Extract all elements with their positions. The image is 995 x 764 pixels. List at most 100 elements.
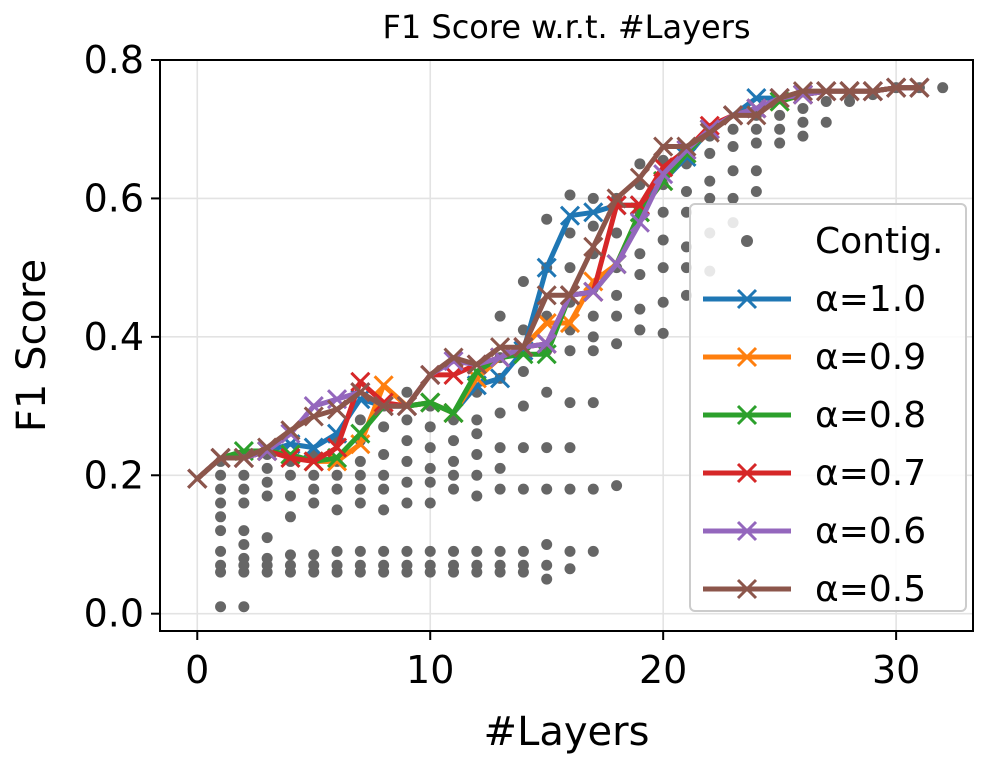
legend-marker	[736, 346, 758, 368]
scatter-point	[378, 545, 390, 557]
scatter-point	[657, 327, 669, 339]
legend-box	[689, 203, 967, 612]
legend-label: Contig.	[815, 221, 943, 262]
series-marker	[816, 81, 837, 102]
scatter-point	[448, 455, 460, 467]
scatter-point	[657, 206, 669, 218]
scatter-point	[448, 559, 460, 571]
series-5	[187, 77, 930, 489]
scatter-point	[541, 386, 553, 398]
series-marker	[886, 77, 907, 98]
series-marker	[792, 81, 814, 102]
scatter-point	[517, 483, 529, 495]
scatter-point	[541, 213, 553, 225]
series-marker	[653, 136, 674, 157]
scatter-point	[331, 545, 343, 557]
scatter-point	[587, 397, 599, 409]
series-marker	[653, 157, 674, 178]
series-marker	[280, 447, 301, 469]
scatter-point	[215, 483, 227, 495]
scatter-point	[494, 545, 506, 557]
series-line	[194, 85, 922, 482]
series-marker	[909, 77, 930, 98]
y-tick-label: 0.2	[84, 453, 144, 497]
scatter-point	[517, 400, 529, 412]
axis-ticks: 0 10 20 30 0.0 0.2 0.4 0.6 0.8	[84, 38, 921, 692]
scatter-point	[424, 462, 436, 474]
scatter-point	[378, 449, 390, 461]
scatter-point	[378, 559, 390, 571]
scatter-point	[354, 545, 366, 557]
scatter-point	[331, 469, 343, 481]
series-marker	[536, 333, 557, 354]
scatter-point	[308, 469, 320, 481]
scatter-point	[215, 601, 227, 613]
scatter-point	[657, 296, 669, 308]
scatter-point	[471, 490, 483, 502]
scatter-point	[587, 345, 599, 357]
series-lines	[187, 77, 930, 489]
scatter-point	[401, 545, 413, 557]
scatter-point	[587, 310, 599, 322]
legend-marker	[736, 578, 758, 600]
scatter-point	[354, 455, 366, 467]
series-marker	[629, 167, 650, 188]
scatter-point	[238, 601, 250, 613]
scatter-point	[611, 338, 623, 350]
x-tick-label: 30	[872, 648, 920, 692]
scatter-point	[797, 130, 809, 142]
legend-marker	[736, 462, 758, 484]
series-marker	[373, 396, 394, 417]
scatter-point	[378, 504, 390, 516]
scatter-point	[424, 476, 436, 488]
scatter-point	[284, 511, 296, 523]
series-marker	[513, 337, 534, 358]
scatter-point	[308, 483, 320, 495]
scatter-point	[517, 545, 529, 557]
scatter-point	[261, 532, 273, 544]
scatter-point	[401, 476, 413, 488]
scatter-point	[471, 545, 483, 557]
scatter-point	[797, 116, 809, 128]
legend-label: α=0.5	[815, 569, 926, 610]
scatter-point	[261, 490, 273, 502]
scatter-point	[238, 483, 250, 495]
chart-title: F1 Score w.r.t. #Layers	[382, 8, 750, 46]
series-marker	[303, 451, 324, 472]
scatter-point	[354, 559, 366, 571]
scatter-point	[448, 435, 460, 447]
series-marker	[699, 122, 720, 143]
scatter-point	[517, 275, 529, 287]
series-marker	[536, 285, 557, 306]
scatter-point	[494, 407, 506, 419]
y-tick-label: 0.6	[84, 176, 144, 220]
scatter-point	[308, 559, 320, 571]
scatter-point	[727, 141, 739, 153]
scatter-point	[471, 414, 483, 426]
series-marker	[653, 164, 674, 185]
scatter-point	[634, 269, 646, 281]
scatter-point	[611, 227, 623, 239]
series-marker	[862, 81, 883, 102]
scatter-point	[750, 137, 762, 149]
series-marker	[606, 188, 627, 209]
scatter-point	[657, 234, 669, 246]
scatter-point	[471, 559, 483, 571]
scatter-point	[494, 559, 506, 571]
scatter-point	[401, 559, 413, 571]
series-marker	[746, 105, 767, 126]
series-marker	[420, 364, 441, 385]
legend-label: α=0.7	[815, 453, 926, 494]
scatter-point	[471, 469, 483, 481]
series-marker	[420, 392, 441, 413]
scatter-point	[564, 545, 576, 557]
scatter-point	[494, 442, 506, 454]
scatter-point	[704, 147, 716, 159]
series-marker	[466, 354, 487, 375]
scatter-point	[634, 303, 646, 315]
scatter-point	[634, 158, 646, 170]
scatter-points	[215, 82, 949, 613]
scatter-point	[331, 483, 343, 495]
scatter-point	[937, 82, 949, 94]
series-marker	[583, 202, 604, 223]
